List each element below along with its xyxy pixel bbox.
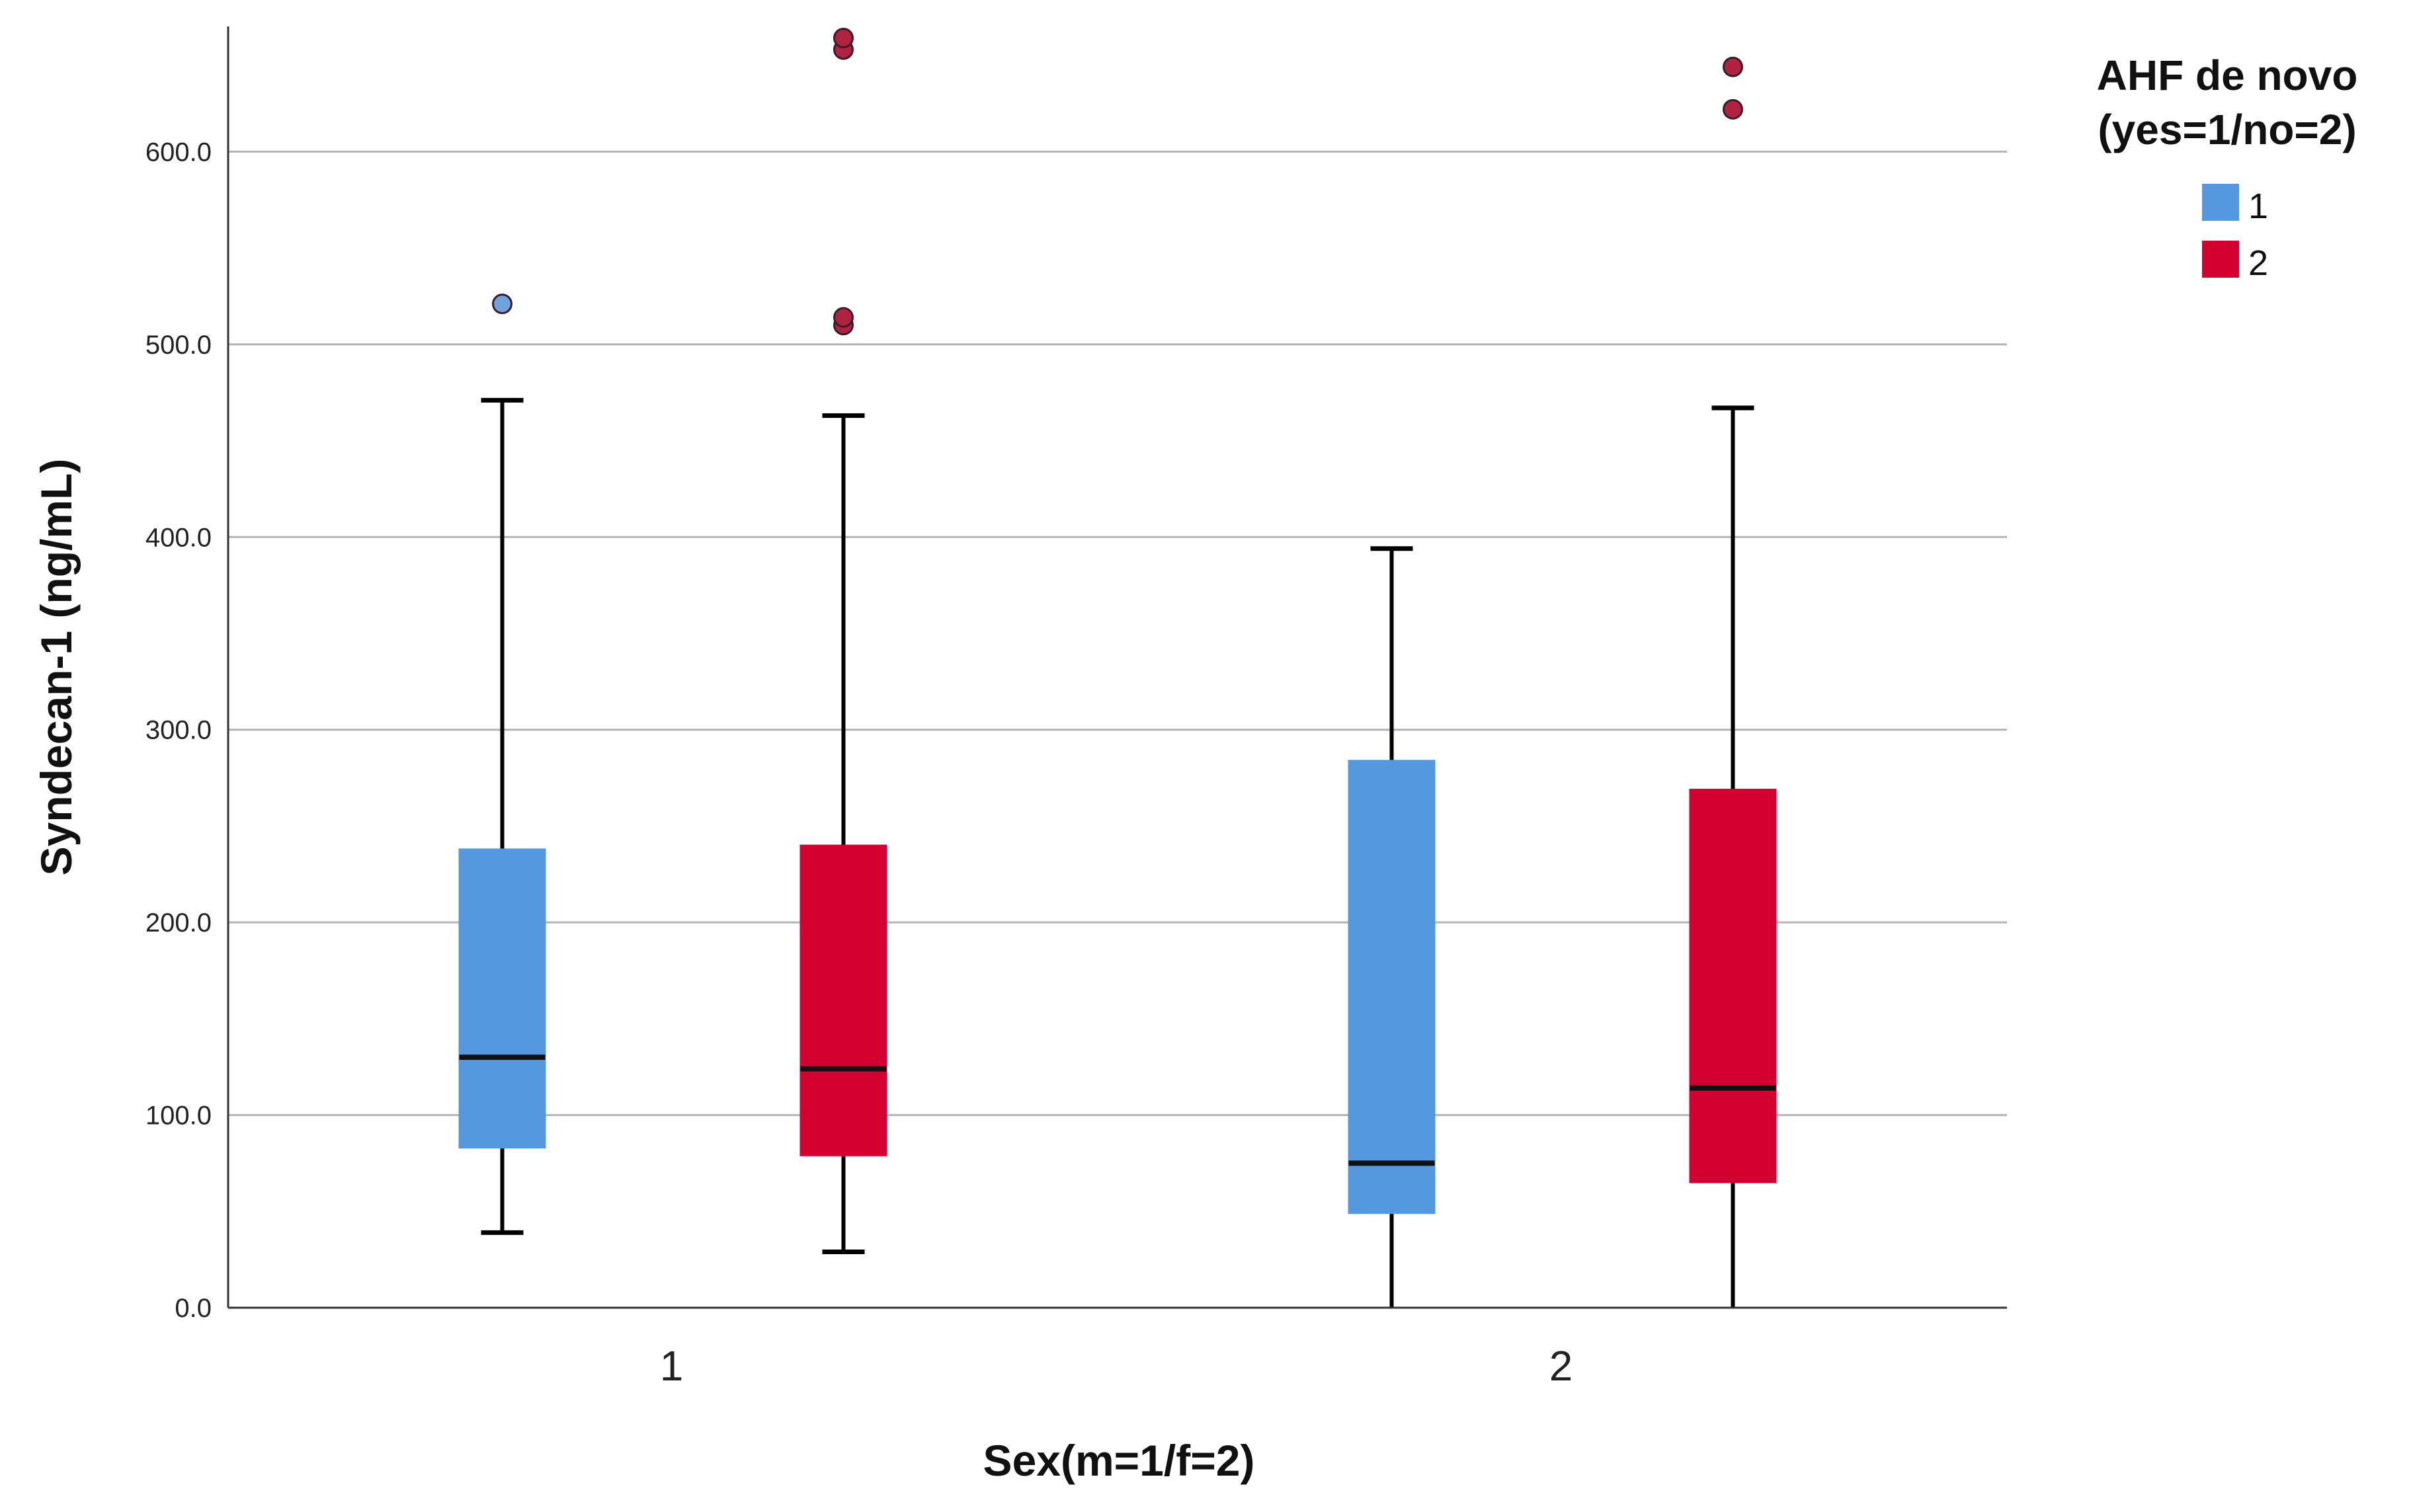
outlier-point [833, 307, 854, 328]
legend-items: 12 [2202, 184, 2268, 283]
y-tick-label: 600.0 [145, 138, 212, 167]
outlier-point [833, 27, 854, 48]
y-tick-label: 400.0 [145, 523, 212, 552]
legend-title-line-1: AHF de novo [2097, 52, 2358, 99]
box-2-sex-2 [1689, 56, 1777, 1308]
y-tick-label: 500.0 [145, 331, 212, 360]
x-axis-title: Sex(m=1/f=2) [983, 1436, 1255, 1485]
outlier-point [1723, 56, 1743, 77]
outlier-point [492, 294, 512, 315]
box-series [458, 27, 1777, 1308]
y-axis-ticks: 0.0 100.0 200.0 300.0 400.0 500.0 600.0 [145, 138, 212, 1323]
y-axis-title: Syndecan-1 (ng/mL) [32, 459, 81, 876]
legend-label: 1 [2248, 186, 2268, 226]
box-2-sex-1 [799, 27, 887, 1254]
y-tick-label: 0.0 [175, 1294, 212, 1323]
y-tick-label: 100.0 [145, 1101, 212, 1131]
box-1-sex-1 [458, 294, 546, 1235]
legend: AHF de novo (yes=1/no=2) 12 [2097, 52, 2358, 283]
legend-swatch [2202, 241, 2239, 278]
legend-title-line-2: (yes=1/no=2) [2098, 106, 2356, 153]
y-tick-label: 200.0 [145, 908, 212, 937]
y-tick-label: 300.0 [145, 716, 212, 745]
box-1-sex-2 [1348, 546, 1436, 1308]
iqr-box [799, 844, 887, 1156]
iqr-box [1348, 760, 1436, 1214]
legend-label: 2 [2248, 243, 2268, 283]
outlier-point [1723, 99, 1743, 120]
x-category-label: 1 [660, 1342, 684, 1390]
iqr-box [1689, 789, 1777, 1183]
iqr-box [458, 848, 546, 1149]
x-category-label: 2 [1549, 1342, 1573, 1390]
legend-swatch [2202, 184, 2239, 221]
